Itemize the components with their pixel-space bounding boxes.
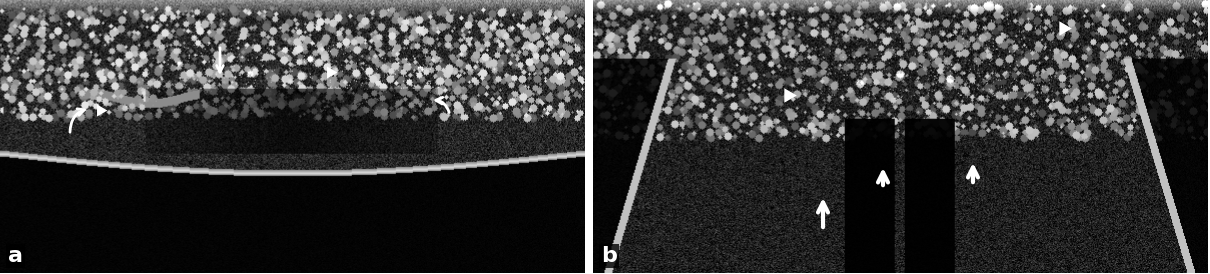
FancyArrowPatch shape xyxy=(70,109,85,132)
FancyArrowPatch shape xyxy=(436,97,449,112)
Text: b: b xyxy=(601,246,617,266)
Text: a: a xyxy=(8,246,23,266)
